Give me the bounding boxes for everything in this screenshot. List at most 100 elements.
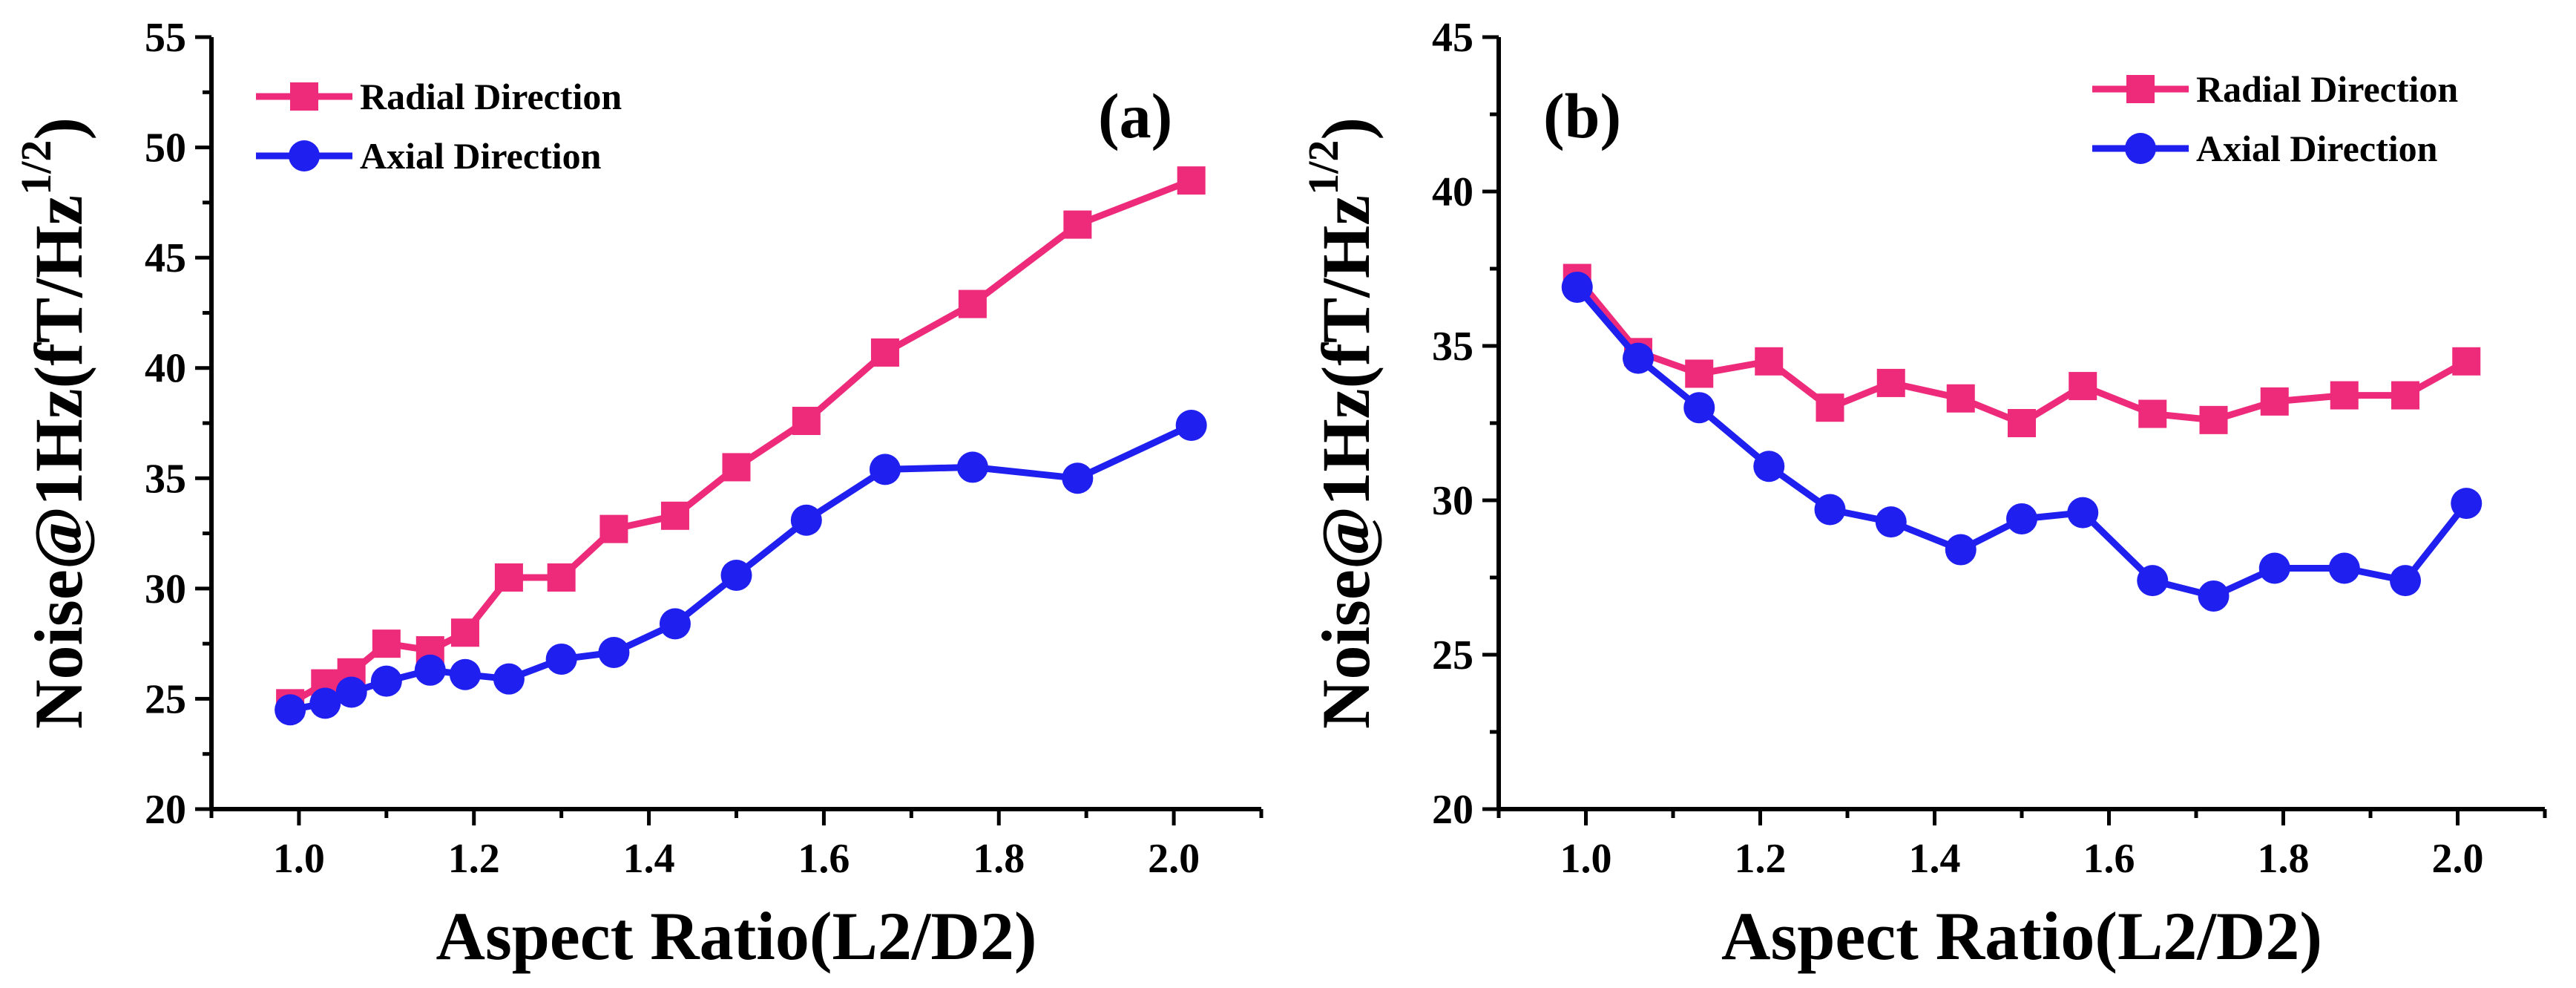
- data-point-radial: [1946, 384, 1975, 413]
- data-point-radial: [2008, 409, 2036, 437]
- data-point-axial: [790, 504, 822, 536]
- x-tick-label: 1.6: [2083, 836, 2135, 882]
- y-tick-label: 30: [1432, 478, 1473, 524]
- data-point-radial: [2069, 372, 2097, 401]
- data-point-radial: [958, 289, 987, 318]
- x-axis-title: Aspect Ratio(L2/D2): [1721, 898, 2322, 974]
- data-point-radial: [660, 501, 689, 530]
- data-point-radial: [1816, 393, 1844, 422]
- data-point-axial: [659, 608, 691, 640]
- data-point-axial: [1561, 271, 1593, 303]
- data-point-axial: [1683, 392, 1715, 424]
- data-point-axial: [956, 451, 988, 483]
- data-point-axial: [2258, 552, 2290, 584]
- data-point-axial: [309, 687, 341, 719]
- y-tick-label: 20: [145, 787, 186, 833]
- data-point-radial: [547, 563, 576, 592]
- data-point-axial: [414, 654, 446, 686]
- data-point-axial: [869, 454, 901, 485]
- data-point-radial: [2260, 387, 2289, 416]
- data-point-radial: [722, 453, 751, 482]
- data-point-axial: [449, 658, 481, 690]
- data-point-axial: [1623, 342, 1654, 374]
- data-point-axial: [335, 676, 367, 708]
- data-point-axial: [545, 643, 577, 675]
- data-point-axial: [598, 637, 630, 669]
- x-tick-label: 1.2: [448, 836, 500, 882]
- data-point-axial: [720, 560, 752, 592]
- data-point-axial: [275, 694, 306, 726]
- y-axis-title: Noise@1Hz(fT/Hz1/2): [1299, 117, 1384, 729]
- legend-marker-radial: [290, 82, 318, 111]
- data-point-radial: [2391, 381, 2419, 410]
- y-tick-label: 25: [1432, 632, 1473, 678]
- legend-label-radial: Radial Direction: [2196, 68, 2458, 110]
- data-point-radial: [599, 514, 628, 543]
- data-point-radial: [2452, 347, 2481, 376]
- x-tick-label: 1.0: [1560, 836, 1612, 882]
- legend-marker-radial: [2126, 75, 2155, 103]
- panel-label: (a): [1098, 80, 1172, 151]
- y-tick-label: 20: [1432, 787, 1473, 833]
- data-point-axial: [2067, 497, 2099, 529]
- y-tick-label: 40: [145, 346, 186, 392]
- legend-marker-axial: [2125, 133, 2156, 164]
- x-tick-label: 1.4: [1909, 836, 1961, 882]
- legend-label-radial: Radial Direction: [360, 76, 622, 117]
- y-tick-label: 45: [1432, 15, 1473, 61]
- legend-marker-axial: [289, 140, 320, 171]
- x-tick-label: 2.0: [2432, 836, 2484, 882]
- x-tick-label: 1.2: [1735, 836, 1787, 882]
- data-point-axial: [1814, 494, 1846, 526]
- y-tick-label: 40: [1432, 169, 1473, 215]
- data-point-axial: [2451, 488, 2483, 520]
- panel-label: (b): [1543, 80, 1621, 151]
- x-tick-label: 1.0: [273, 836, 325, 882]
- data-point-radial: [1876, 368, 1905, 397]
- series-line-radial: [288, 177, 1193, 707]
- data-point-radial: [2330, 381, 2359, 410]
- x-tick-label: 1.8: [973, 836, 1025, 882]
- data-point-radial: [372, 629, 401, 658]
- data-point-axial: [1875, 506, 1907, 538]
- y-tick-label: 35: [1432, 324, 1473, 370]
- y-tick-label: 35: [145, 456, 186, 502]
- x-tick-label: 2.0: [1148, 836, 1200, 882]
- data-point-radial: [450, 618, 479, 647]
- data-point-axial: [1062, 462, 1094, 494]
- data-point-radial: [1177, 166, 1206, 195]
- data-point-axial: [2198, 580, 2230, 612]
- data-point-radial: [2199, 405, 2228, 434]
- data-point-axial: [370, 665, 402, 697]
- data-point-radial: [1685, 359, 1714, 388]
- data-point-axial: [1753, 451, 1785, 482]
- x-axis-title: Aspect Ratio(L2/D2): [436, 898, 1037, 974]
- data-point-radial: [2138, 399, 2167, 428]
- chart-panel-a: 20 25 30 35 40 45 50 55 1.0 1.2 1.4 1.6 1.8 2.0 Aspect…: [12, 15, 1264, 974]
- legend-label-axial: Axial Direction: [360, 135, 602, 177]
- data-point-axial: [2328, 552, 2360, 584]
- series-line-axial: [1574, 285, 2469, 600]
- x-tick-label: 1.4: [623, 836, 675, 882]
- data-point-axial: [2006, 503, 2037, 534]
- data-point-radial: [1755, 347, 1784, 376]
- y-tick-label: 45: [145, 235, 186, 281]
- data-point-axial: [1175, 409, 1207, 441]
- data-point-axial: [2137, 565, 2169, 597]
- data-point-radial: [494, 563, 523, 592]
- x-tick-label: 1.6: [798, 836, 850, 882]
- data-point-axial: [1945, 534, 1977, 566]
- legend-label-axial: Axial Direction: [2196, 128, 2438, 169]
- y-tick-label: 55: [145, 15, 186, 61]
- chart-panel-b: 20 25 30 35 40 45 1.0 1.2 1.4 1.6 1.8 2.0 Aspect Rat…: [1299, 15, 2547, 974]
- y-tick-label: 50: [145, 125, 186, 171]
- y-tick-label: 30: [145, 566, 186, 612]
- data-point-radial: [792, 407, 821, 436]
- data-point-axial: [2390, 565, 2421, 597]
- x-tick-label: 1.8: [2258, 836, 2310, 882]
- data-point-axial: [493, 663, 525, 695]
- y-tick-label: 25: [145, 676, 186, 722]
- y-axis-title: Noise@1Hz(fT/Hz1/2): [12, 117, 96, 729]
- data-point-radial: [870, 338, 899, 367]
